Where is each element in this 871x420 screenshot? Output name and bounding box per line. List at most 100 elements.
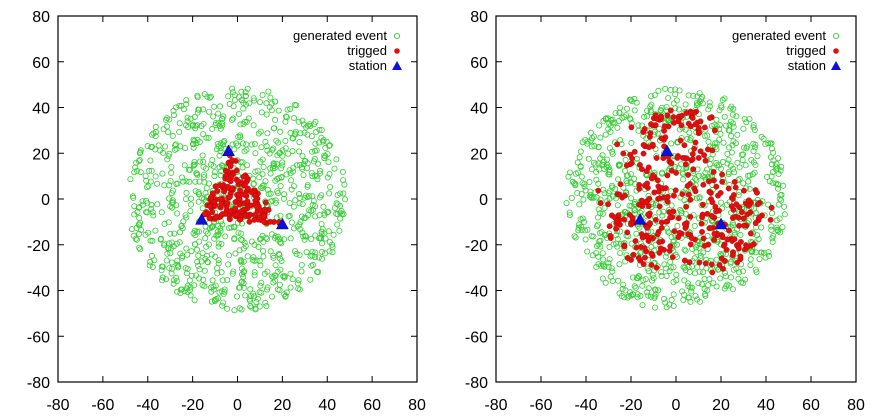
generated-event-point	[708, 123, 715, 130]
generated-event-point	[323, 138, 330, 145]
trigged-point	[705, 146, 711, 153]
trigged-point	[709, 213, 715, 219]
generated-event-point	[257, 282, 264, 289]
generated-event-point	[612, 185, 619, 192]
trigged-point	[207, 203, 214, 210]
generated-event-point	[257, 158, 264, 165]
generated-event-point	[726, 127, 733, 134]
generated-event-point	[684, 135, 691, 142]
generated-event-point	[159, 149, 166, 156]
generated-event-point	[161, 182, 168, 189]
generated-event-point	[148, 205, 155, 212]
generated-event-point	[655, 87, 662, 94]
generated-event-point	[136, 214, 143, 221]
generated-event-point	[144, 184, 151, 191]
generated-event-point	[230, 223, 237, 230]
legend-label: station	[788, 58, 826, 73]
generated-event-point	[745, 217, 752, 224]
generated-event-point	[717, 275, 724, 282]
generated-event-point	[301, 129, 308, 136]
generated-event-point	[299, 229, 306, 236]
generated-event-point	[148, 201, 155, 208]
trigged-series	[595, 107, 775, 276]
generated-event-point	[242, 243, 249, 250]
generated-event-point	[174, 261, 181, 268]
generated-event-point	[172, 141, 179, 148]
generated-event-point	[191, 137, 198, 144]
generated-event-point	[315, 254, 322, 261]
generated-event-point	[235, 284, 242, 291]
generated-event-point	[686, 268, 693, 275]
generated-event-point	[629, 274, 636, 281]
generated-event-point	[670, 291, 677, 298]
generated-event-point	[751, 169, 758, 176]
trigged-point	[644, 224, 650, 231]
generated-event-point	[748, 249, 755, 256]
generated-event-point	[263, 111, 270, 118]
generated-event-point	[225, 252, 232, 259]
generated-event-point	[326, 248, 333, 255]
generated-event-point	[268, 231, 275, 238]
generated-event-point	[296, 161, 303, 168]
generated-event-point	[758, 133, 765, 140]
generated-event-point	[135, 158, 142, 165]
generated-event-point	[173, 240, 180, 247]
generated-event-point	[186, 178, 193, 185]
generated-event-point	[282, 137, 289, 144]
generated-event-point	[199, 282, 206, 289]
trigged-point	[248, 189, 255, 195]
generated-event-point	[662, 85, 669, 92]
generated-event-point	[322, 144, 329, 151]
generated-event-point	[297, 226, 304, 233]
generated-event-point	[319, 225, 326, 232]
generated-event-point	[162, 143, 169, 150]
generated-event-point	[752, 161, 759, 168]
generated-event-point	[651, 286, 658, 293]
generated-event-point	[169, 132, 176, 139]
y-tick-label: -40	[465, 284, 488, 301]
generated-event-point	[246, 100, 253, 107]
generated-event-point	[231, 236, 238, 243]
generated-event-point	[176, 239, 183, 246]
generated-event-point	[269, 165, 276, 172]
generated-event-point	[656, 209, 663, 216]
generated-event-point	[289, 276, 296, 283]
generated-event-point	[739, 157, 746, 164]
generated-event-point	[681, 197, 688, 204]
generated-event-point	[699, 93, 706, 100]
generated-event-point	[566, 209, 573, 216]
trigged-point	[607, 232, 614, 239]
generated-event-point	[295, 190, 302, 197]
generated-event-point	[259, 171, 266, 178]
generated-event-point	[168, 169, 175, 176]
generated-event-point	[129, 193, 136, 200]
generated-event-point	[743, 119, 750, 126]
generated-event-point	[731, 169, 738, 176]
generated-event-point	[240, 280, 247, 287]
generated-event-point	[706, 99, 713, 106]
generated-event-point	[164, 250, 171, 257]
trigged-point	[624, 229, 631, 236]
generated-event-point	[657, 107, 664, 114]
generated-event-point	[756, 256, 763, 263]
generated-event-point	[316, 139, 323, 146]
generated-event-point	[769, 210, 776, 217]
generated-event-point	[275, 107, 282, 114]
generated-event-point	[299, 152, 306, 159]
generated-event-point	[200, 120, 207, 127]
generated-event-point	[635, 122, 642, 129]
generated-event-point	[243, 146, 250, 153]
trigged-point	[667, 243, 674, 250]
trigged-point	[723, 246, 730, 253]
generated-event-point	[628, 139, 635, 146]
generated-event-point	[327, 183, 334, 190]
trigged-point	[731, 178, 738, 185]
generated-event-point	[667, 258, 674, 265]
generated-event-point	[200, 174, 207, 181]
generated-event-point	[760, 249, 767, 256]
trigged-point	[226, 193, 233, 200]
generated-event-point	[325, 159, 332, 166]
trigged-point	[732, 184, 739, 191]
generated-event-point	[601, 190, 608, 197]
trigged-point	[238, 208, 245, 215]
